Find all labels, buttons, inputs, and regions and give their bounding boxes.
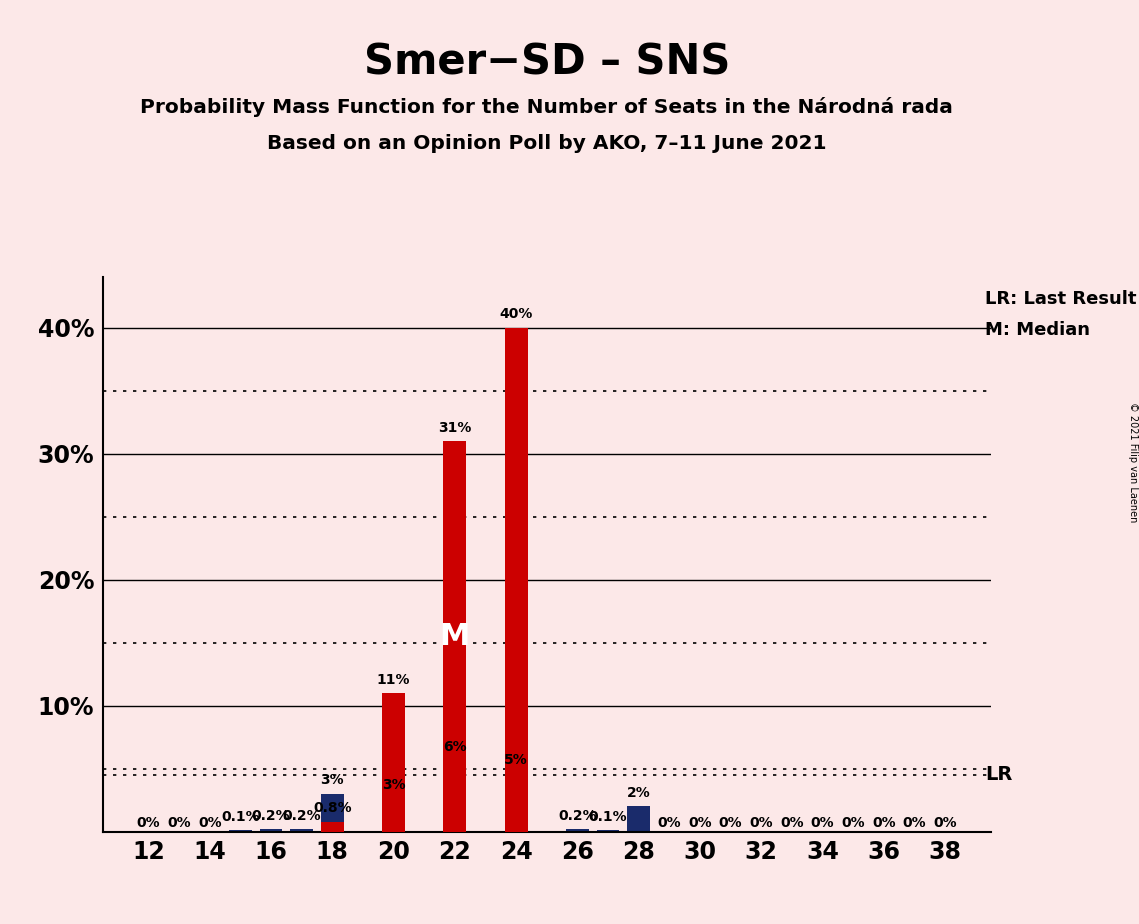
Text: 0%: 0% — [137, 816, 161, 830]
Text: M: Median: M: Median — [985, 322, 1090, 339]
Text: Based on an Opinion Poll by AKO, 7–11 June 2021: Based on an Opinion Poll by AKO, 7–11 Ju… — [267, 134, 827, 153]
Text: 0%: 0% — [780, 816, 804, 830]
Bar — [505, 769, 527, 832]
Text: Smer−SD – SNS: Smer−SD – SNS — [363, 42, 730, 83]
Text: 0.1%: 0.1% — [221, 810, 260, 824]
Bar — [443, 441, 466, 832]
Text: 0%: 0% — [657, 816, 681, 830]
Text: 11%: 11% — [377, 673, 410, 687]
Text: 2%: 2% — [626, 786, 650, 800]
Text: 0%: 0% — [871, 816, 895, 830]
Text: LR: LR — [985, 765, 1013, 784]
Text: 0.2%: 0.2% — [282, 808, 321, 822]
Bar — [290, 829, 313, 832]
Bar — [321, 794, 344, 832]
Text: 0.1%: 0.1% — [589, 810, 628, 824]
Bar — [597, 831, 620, 832]
Bar — [566, 829, 589, 832]
Text: M: M — [440, 622, 470, 650]
Bar — [382, 794, 405, 832]
Text: 3%: 3% — [382, 778, 405, 792]
Bar — [382, 693, 405, 832]
Text: 0.2%: 0.2% — [558, 808, 597, 822]
Bar — [260, 829, 282, 832]
Text: 0.8%: 0.8% — [313, 801, 352, 815]
Text: 31%: 31% — [439, 420, 472, 434]
Text: 6%: 6% — [443, 740, 467, 754]
Bar — [505, 328, 527, 832]
Text: 0%: 0% — [719, 816, 743, 830]
Text: LR: Last Result: LR: Last Result — [985, 290, 1137, 308]
Text: 0%: 0% — [842, 816, 865, 830]
Text: 0%: 0% — [167, 816, 191, 830]
Bar — [321, 821, 344, 832]
Text: 3%: 3% — [320, 773, 344, 787]
Text: 0%: 0% — [198, 816, 222, 830]
Text: 0%: 0% — [933, 816, 957, 830]
Text: 0%: 0% — [902, 816, 926, 830]
Text: © 2021 Filip van Laenen: © 2021 Filip van Laenen — [1129, 402, 1138, 522]
Text: 0%: 0% — [688, 816, 712, 830]
Bar — [229, 831, 252, 832]
Text: 0%: 0% — [811, 816, 834, 830]
Text: 5%: 5% — [505, 753, 528, 767]
Bar — [443, 756, 466, 832]
Text: 40%: 40% — [499, 308, 533, 322]
Bar — [628, 807, 650, 832]
Text: 0%: 0% — [749, 816, 773, 830]
Text: 0.2%: 0.2% — [252, 808, 290, 822]
Text: Probability Mass Function for the Number of Seats in the Národná rada: Probability Mass Function for the Number… — [140, 97, 953, 117]
